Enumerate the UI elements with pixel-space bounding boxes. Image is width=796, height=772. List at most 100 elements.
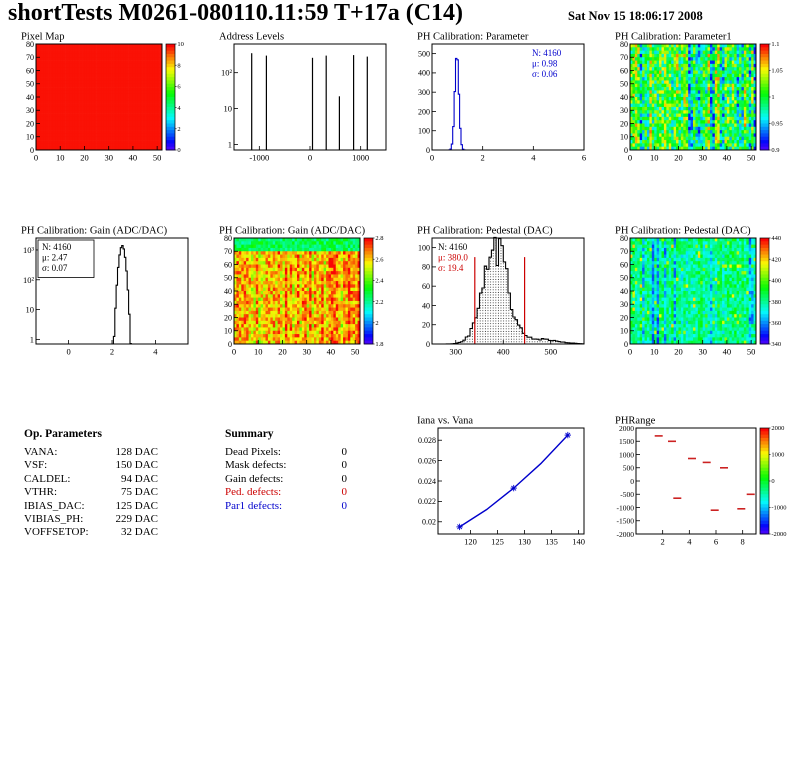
summary-panel: Summary Dead Pixels: 0 Mask defects: 0 Gain … — [225, 428, 347, 513]
svg-text:-1000: -1000 — [249, 153, 269, 163]
colorbar: 2.82.62.42.221.8 — [363, 235, 384, 348]
svg-text:30: 30 — [698, 153, 707, 163]
svg-text:20: 20 — [620, 119, 628, 128]
svg-text:2: 2 — [481, 153, 485, 163]
param-label: CALDEL: — [24, 472, 71, 485]
op-parameters-heading: Op. Parameters — [24, 428, 102, 440]
param-value: 0 — [341, 446, 348, 458]
chart-title: PH Calibration: Pedestal (DAC) — [417, 226, 553, 237]
param-row: IBIAS_DAC: 125 DAC — [24, 500, 158, 513]
svg-text:10²: 10² — [23, 275, 35, 285]
svg-text:1: 1 — [228, 139, 232, 149]
svg-text:50: 50 — [747, 153, 756, 163]
param-label: VIBIAS_PH: — [24, 513, 84, 526]
param-label: Gain defects: — [225, 472, 284, 485]
svg-text:10: 10 — [650, 153, 659, 163]
plot-frame — [233, 43, 387, 151]
svg-text:0: 0 — [177, 147, 180, 154]
svg-text:1000: 1000 — [352, 153, 369, 163]
svg-text:σ: 0.06: σ: 0.06 — [532, 69, 558, 79]
param-row: VSF: 150 DAC — [24, 459, 158, 472]
panel-iana-vs-vana: Iana vs. Vana 120 125 130 135 140 0.02 0.022 0.0… — [404, 414, 594, 554]
svg-text:μ: 2.47: μ: 2.47 — [42, 253, 68, 263]
svg-text:20: 20 — [80, 153, 89, 163]
svg-text:2: 2 — [177, 126, 180, 133]
param-value: 75 DAC — [121, 486, 158, 499]
param-label: VOFFSETOP: — [24, 526, 89, 539]
svg-text:4: 4 — [531, 153, 536, 163]
chart-content — [251, 53, 368, 150]
chart-content — [36, 44, 163, 151]
param-row: Par1 defects: 0 — [225, 500, 347, 513]
panel-ph-parameter1-map: PH Calibration: Parameter1 0 10 20 30 40 50 0 10… — [602, 30, 792, 170]
svg-text:1.05: 1.05 — [771, 68, 782, 75]
svg-text:2: 2 — [110, 347, 114, 357]
param-value: 0 — [341, 472, 348, 485]
panel-ph-parameter: PH Calibration: Parameter 0 2 4 6 0 100 200 300 4… — [404, 30, 594, 170]
op-parameters-list: VANA: 128 DAC VSF: 150 DAC CALDEL: 94 DAC VTHR… — [24, 446, 158, 540]
param-label: VTHR: — [24, 486, 57, 499]
param-row: VOFFSETOP: 32 DAC — [24, 526, 158, 539]
param-value: 0 — [341, 499, 348, 512]
colorbar: 1.1 1.05 1 0.95 0.9 — [759, 41, 783, 154]
svg-text:40: 40 — [620, 93, 628, 102]
param-row: Ped. defects: 0 — [225, 486, 347, 499]
svg-text:80: 80 — [26, 40, 34, 49]
svg-text:4: 4 — [177, 105, 181, 112]
chart-title: PH Calibration: Parameter1 — [615, 32, 732, 43]
axes: -1000 0 1000 1 10 10² — [221, 68, 369, 163]
svg-text:40: 40 — [26, 93, 34, 102]
svg-text:50: 50 — [153, 153, 162, 163]
param-value: 0 — [341, 459, 348, 472]
chart-content — [456, 431, 571, 531]
svg-text:μ: 0.98: μ: 0.98 — [532, 59, 558, 69]
svg-text:30: 30 — [26, 106, 34, 115]
param-value: 32 DAC — [121, 526, 158, 539]
svg-text:0: 0 — [34, 153, 38, 163]
svg-text:N: 4160: N: 4160 — [42, 242, 72, 252]
param-label: Ped. defects: — [225, 486, 282, 499]
param-label: VANA: — [24, 446, 58, 458]
param-row: CALDEL: 94 DAC — [24, 473, 158, 486]
page-title: shortTests M0261-080110.11:59 T+17a (C14… — [8, 0, 464, 26]
plot-frame — [431, 237, 585, 345]
svg-text:50: 50 — [620, 80, 628, 89]
chart-content — [654, 435, 755, 511]
param-row: VTHR: 75 DAC — [24, 486, 158, 499]
chart-content — [432, 57, 584, 151]
chart-title: Iana vs. Vana — [417, 416, 473, 427]
chart-title: PH Calibration: Pedestal (DAC) — [615, 226, 751, 237]
chart-title: PH Calibration: Gain (ADC/DAC) — [219, 226, 366, 237]
summary-heading: Summary — [225, 428, 274, 440]
chart-title: Address Levels — [219, 32, 284, 43]
svg-text:10: 10 — [26, 133, 34, 142]
param-label: IBIAS_DAC: — [24, 499, 85, 512]
panel-gain-histogram: PH Calibration: Gain (ADC/DAC) 0 2 4 1 10 10² 1… — [8, 224, 198, 364]
panel-pixel-map: Pixel Map 0 10 20 30 40 50 0 10 20 30 40 50 60 70 80 10 8… — [8, 30, 198, 170]
chart-content — [234, 238, 361, 345]
svg-text:0: 0 — [66, 347, 70, 357]
svg-text:400: 400 — [418, 69, 430, 78]
chart-content — [630, 44, 757, 151]
param-value: 229 DAC — [115, 513, 158, 526]
svg-text:500: 500 — [418, 49, 430, 58]
svg-text:8: 8 — [177, 62, 180, 69]
svg-text:30: 30 — [620, 106, 628, 115]
svg-text:0: 0 — [624, 146, 628, 155]
svg-text:100: 100 — [418, 127, 430, 136]
svg-text:10²: 10² — [221, 68, 233, 78]
svg-text:10: 10 — [56, 153, 65, 163]
